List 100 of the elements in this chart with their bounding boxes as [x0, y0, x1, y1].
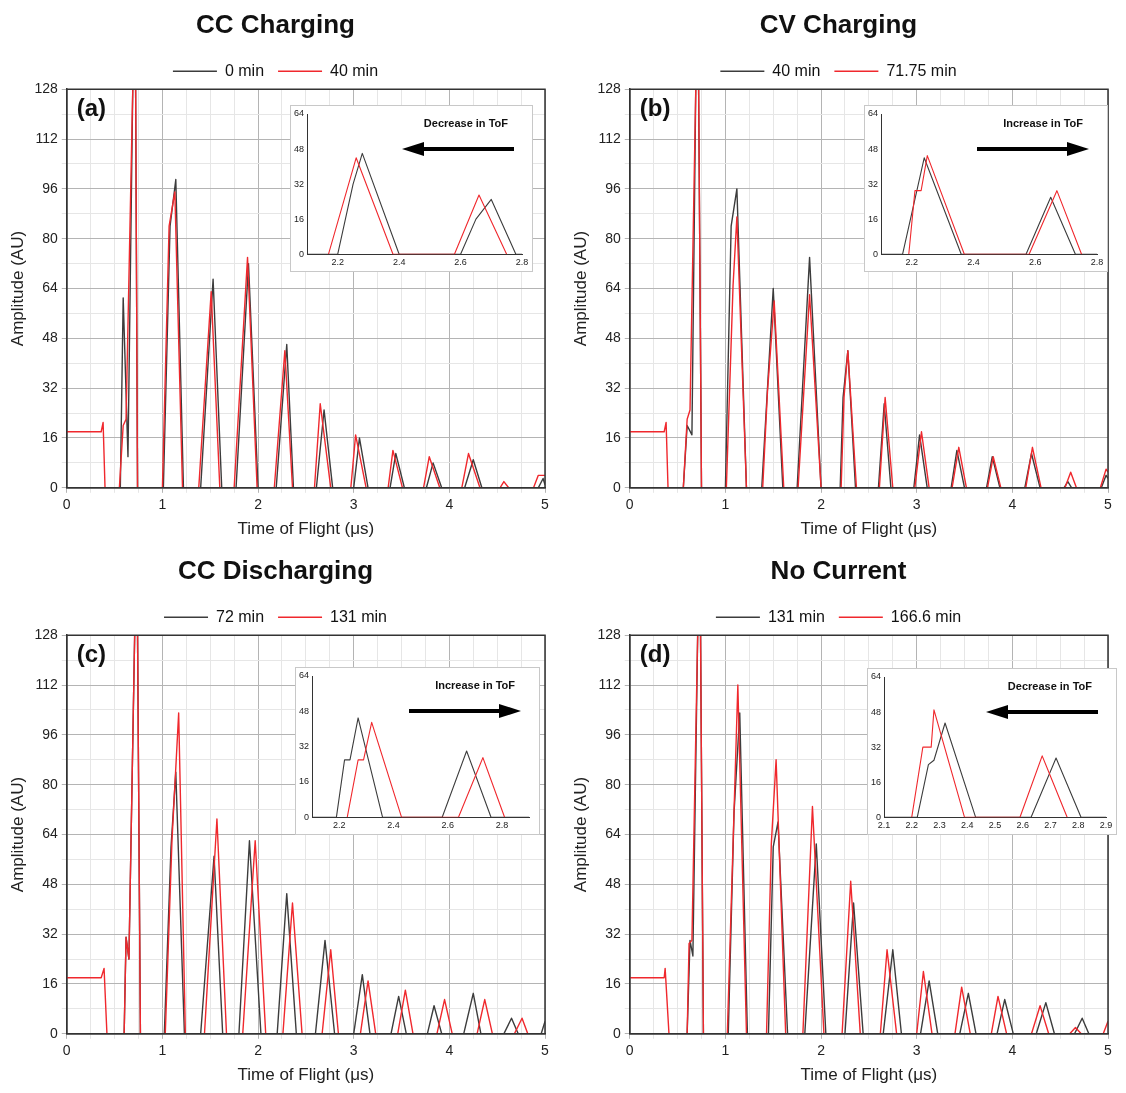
x-tick-label: 2.6 — [454, 257, 467, 268]
x-tick-label: 2.4 — [967, 257, 980, 268]
y-tick-label: 96 — [42, 725, 58, 742]
y-tick-label: 16 — [42, 974, 58, 991]
x-tick-label: 3 — [912, 1042, 921, 1059]
y-tick-label: 112 — [35, 129, 58, 146]
annotation: (a) — [76, 93, 107, 121]
legend-label: 131 min — [767, 607, 825, 625]
y-tick-label: 64 — [294, 108, 305, 119]
x-tick-label: 1 — [721, 1042, 730, 1059]
x-tick-label: 2.6 — [1029, 257, 1042, 268]
y-tick-label: 64 — [605, 825, 621, 842]
legend-label: 71.75 min — [886, 61, 957, 79]
y-tick-label: 48 — [42, 329, 58, 346]
x-axis-title: Time of Flight (μs) — [237, 1065, 375, 1085]
y-tick-label: 32 — [605, 925, 621, 942]
y-tick-label: 64 — [42, 279, 58, 296]
y-tick-label: 32 — [605, 379, 621, 396]
y-tick-label: 128 — [597, 626, 621, 643]
x-tick-label: 0 — [625, 496, 634, 513]
x-tick-label: 2.4 — [392, 257, 406, 268]
annotation: (d) — [639, 639, 671, 667]
y-tick-label: 128 — [597, 80, 621, 97]
y-tick-label: 0 — [299, 248, 305, 259]
annotation: Increase in ToF — [1003, 116, 1084, 129]
x-tick-label: 5 — [541, 1042, 550, 1059]
y-tick-label: 48 — [42, 875, 58, 892]
y-tick-label: 64 — [299, 670, 310, 681]
x-tick-label: 2.7 — [1044, 820, 1057, 831]
x-axis-title: Time of Flight (μs) — [800, 519, 938, 539]
y-tick-label: 32 — [42, 925, 58, 942]
y-tick-label: 48 — [605, 875, 621, 892]
y-tick-label: 48 — [871, 706, 882, 717]
y-tick-label: 32 — [868, 178, 879, 189]
y-tick-label: 16 — [605, 974, 621, 991]
y-tick-label: 48 — [868, 143, 879, 154]
y-tick-label: 112 — [598, 675, 621, 692]
y-tick-label: 32 — [42, 379, 58, 396]
x-tick-label: 2.2 — [332, 820, 346, 831]
annotation: Increase in ToF — [435, 678, 516, 691]
chart-title: CC Charging — [196, 8, 355, 39]
annotation: (c) — [76, 639, 107, 667]
y-tick-label: 16 — [42, 428, 58, 445]
x-tick-label: 1 — [158, 1042, 167, 1059]
x-tick-label: 2.6 — [441, 820, 454, 831]
y-tick-label: 32 — [871, 741, 882, 752]
y-axis-title: Amplitude (AU) — [7, 776, 27, 893]
annotation: Decrease in ToF — [423, 116, 509, 129]
y-tick-label: 48 — [299, 705, 310, 716]
x-tick-label: 2.4 — [961, 820, 974, 831]
y-tick-label: 64 — [868, 108, 879, 119]
y-tick-label: 0 — [49, 1024, 58, 1041]
y-tick-label: 16 — [871, 776, 882, 787]
y-tick-label: 64 — [42, 825, 58, 842]
chart-title: CV Charging — [759, 8, 918, 39]
y-axis-title: Amplitude (AU) — [570, 776, 590, 893]
x-tick-label: 0 — [62, 496, 71, 513]
chart-title: No Current — [770, 554, 907, 585]
x-axis-title: Time of Flight (μs) — [800, 1065, 938, 1085]
x-tick-label: 4 — [1008, 1042, 1017, 1059]
legend-label: 72 min — [216, 607, 265, 625]
x-tick-label: 2.9 — [1099, 820, 1113, 831]
y-tick-label: 112 — [598, 129, 621, 146]
x-tick-label: 1 — [721, 496, 730, 513]
y-tick-label: 96 — [605, 725, 621, 742]
y-tick-label: 0 — [49, 478, 58, 495]
y-tick-label: 0 — [612, 1024, 621, 1041]
legend-label: 40 min — [772, 61, 821, 79]
x-tick-label: 2 — [254, 1042, 263, 1059]
chart-title: CC Discharging — [177, 554, 374, 585]
y-tick-label: 0 — [876, 811, 882, 822]
y-tick-label: 96 — [605, 179, 621, 196]
y-tick-label: 112 — [35, 675, 58, 692]
x-tick-label: 2 — [817, 496, 826, 513]
x-tick-label: 5 — [541, 496, 550, 513]
legend-label: 166.6 min — [890, 607, 962, 625]
x-tick-label: 2.2 — [905, 257, 919, 268]
y-tick-label: 16 — [605, 428, 621, 445]
y-tick-label: 96 — [42, 179, 58, 196]
x-tick-label: 2.8 — [1071, 820, 1085, 831]
x-axis-title: Time of Flight (μs) — [237, 519, 375, 539]
y-tick-label: 16 — [299, 776, 310, 787]
y-tick-label: 48 — [294, 143, 305, 154]
legend-label: 40 min — [330, 61, 379, 79]
y-tick-label: 0 — [304, 811, 310, 822]
y-tick-label: 16 — [868, 213, 879, 224]
x-tick-label: 2.6 — [1016, 820, 1030, 831]
y-tick-label: 128 — [34, 626, 58, 643]
annotation: Decrease in ToF — [1007, 679, 1093, 692]
x-tick-label: 0 — [62, 1042, 71, 1059]
x-tick-label: 2.4 — [387, 820, 400, 831]
x-tick-label: 2.8 — [1090, 257, 1104, 268]
y-tick-label: 80 — [42, 775, 58, 792]
y-tick-label: 80 — [605, 229, 621, 246]
x-tick-label: 2.8 — [515, 257, 529, 268]
y-tick-label: 80 — [605, 775, 621, 792]
x-tick-label: 0 — [625, 1042, 634, 1059]
x-tick-label: 2.3 — [933, 820, 946, 831]
x-tick-label: 3 — [912, 496, 921, 513]
x-tick-label: 4 — [445, 496, 454, 513]
